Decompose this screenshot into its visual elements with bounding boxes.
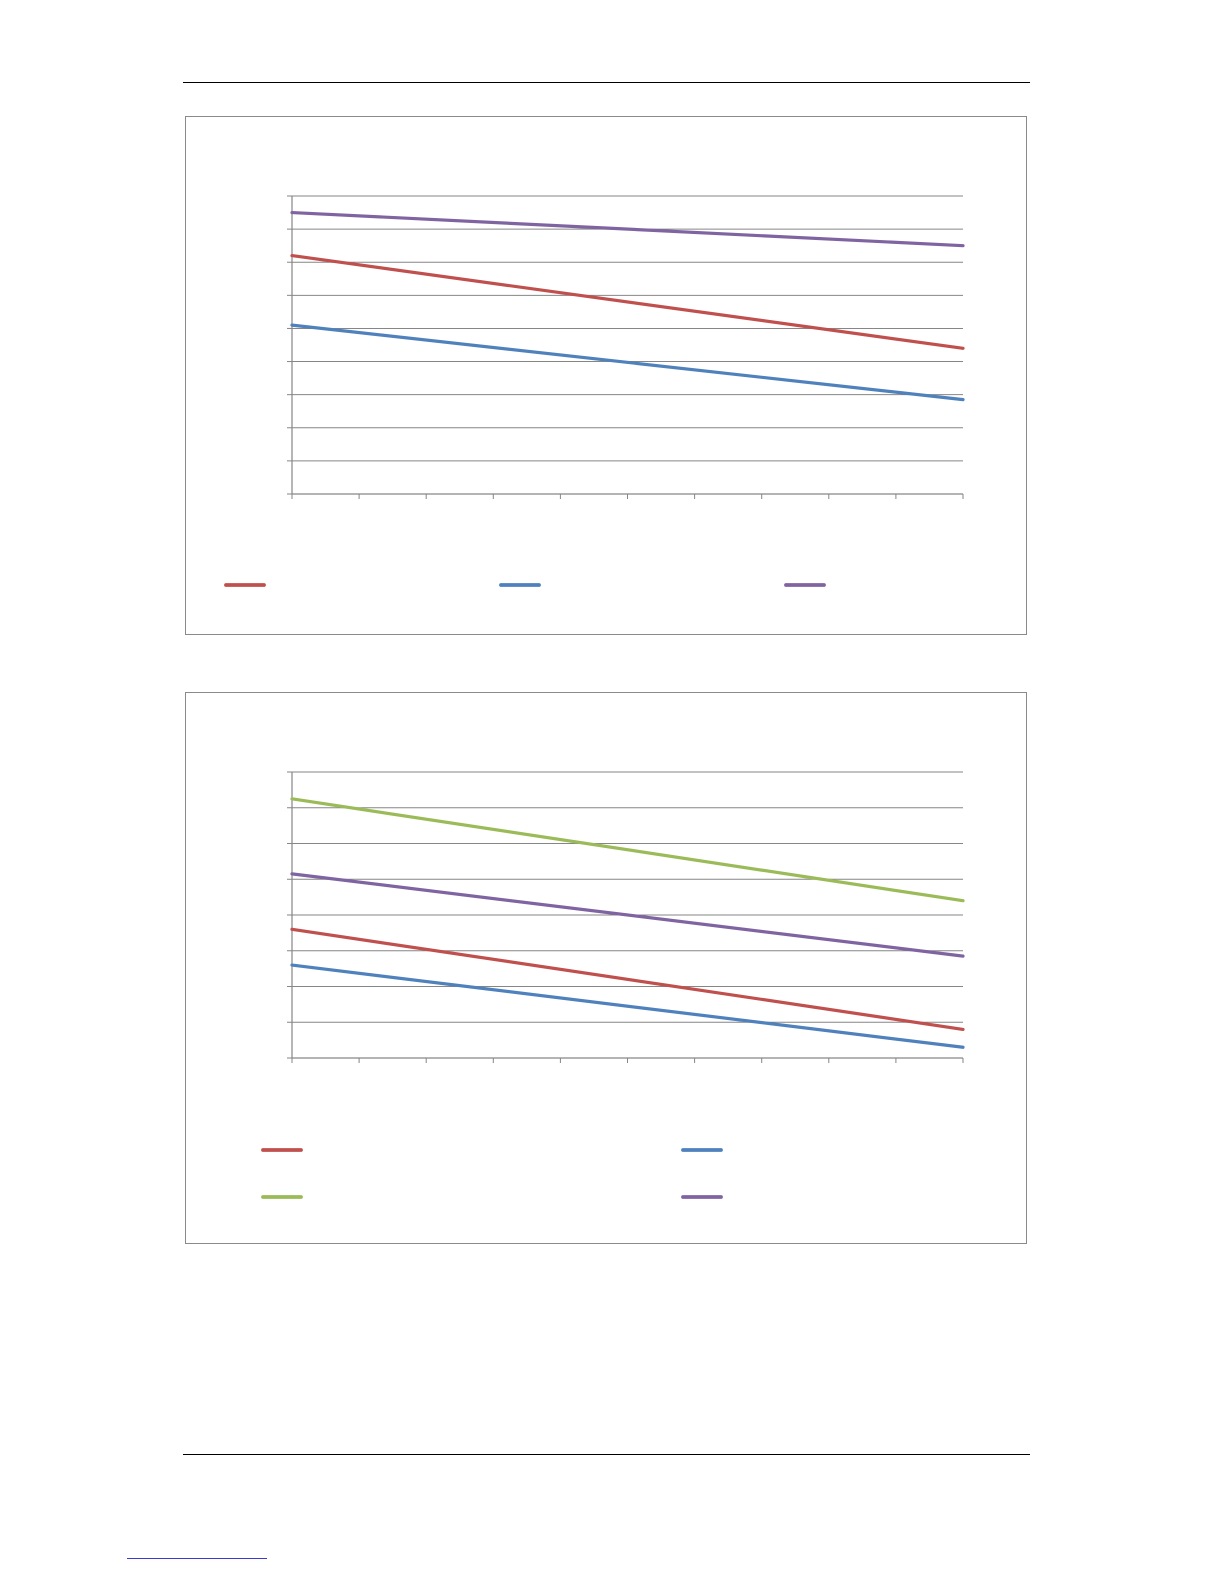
chart-2 xyxy=(185,692,1027,1244)
series-line-3 xyxy=(290,797,965,903)
series-line-2 xyxy=(290,963,965,1049)
series-line-1 xyxy=(290,254,965,350)
series-line-2 xyxy=(290,323,965,402)
series-line-1 xyxy=(290,927,965,1031)
footer-link-underline[interactable] xyxy=(127,1558,267,1559)
footer-rule xyxy=(183,1454,1030,1455)
chart-1-plot xyxy=(224,195,965,587)
series-line-4 xyxy=(290,872,965,958)
chart-1 xyxy=(185,116,1027,635)
series-line-3 xyxy=(290,210,965,248)
header-rule xyxy=(183,82,1030,83)
chart-2-plot xyxy=(261,771,965,1199)
